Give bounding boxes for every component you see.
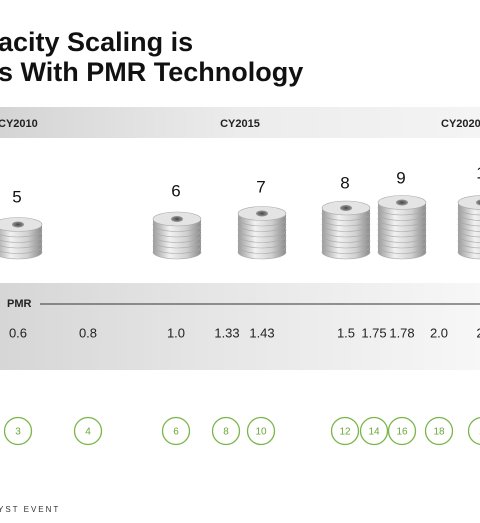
capacity-badge: [73, 416, 103, 446]
capacity-value: 12: [339, 427, 351, 438]
platter-count: 8: [340, 173, 349, 192]
title-line: acity Scaling is: [0, 27, 193, 57]
capacity-badge: [424, 416, 454, 446]
spindle: [171, 216, 183, 222]
pmr-value: 2: [476, 325, 480, 340]
spindle: [256, 210, 268, 217]
pmr-label: PMR: [7, 298, 32, 310]
year-label: CY2010: [0, 118, 38, 130]
platter-top: [457, 195, 480, 210]
capacity-value: 8: [223, 427, 229, 438]
pmr-value: 2.0: [430, 325, 448, 340]
pmr-value: 1.0: [167, 325, 185, 340]
platter-count: 5: [12, 187, 21, 206]
capacity-value: 6: [173, 427, 179, 438]
platter-count: 7: [256, 177, 265, 196]
platter-count: 9: [396, 168, 405, 187]
pmr-value: 0.6: [9, 325, 27, 340]
year-label: CY2020: [441, 118, 480, 130]
pmr-value: 1.43: [249, 325, 274, 340]
footer: YST EVENT: [0, 505, 60, 514]
capacity-badge: [3, 416, 33, 446]
capacity-value: 16: [396, 427, 408, 438]
platter-count: 1: [476, 163, 480, 182]
spindle: [12, 221, 24, 228]
capacity-badge: [161, 416, 191, 446]
spindle: [396, 199, 408, 206]
title-line: s With PMR Technology: [0, 57, 303, 87]
pmr-value: 0.8: [79, 325, 97, 340]
timeline-band: [0, 107, 480, 138]
capacity-badge: [246, 416, 276, 446]
pmr-band: [0, 283, 480, 370]
pmr-value: 1.5: [337, 325, 355, 340]
spindle: [476, 199, 480, 206]
capacity-value: 4: [85, 427, 91, 438]
capacity-badge: [387, 416, 417, 446]
pmr-value: 1.75: [361, 325, 386, 340]
capacity-badge: [330, 416, 360, 446]
capacity-badge: [211, 416, 241, 446]
pmr-value: 1.33: [214, 325, 239, 340]
capacity-value: 10: [255, 427, 267, 438]
platter-count: 6: [171, 181, 180, 200]
capacity-value: 14: [368, 427, 380, 438]
pmr-value: 1.78: [389, 325, 414, 340]
spindle: [340, 205, 352, 211]
capacity-value: 3: [15, 427, 21, 438]
capacity-value: 18: [433, 427, 445, 438]
capacity-badge: [359, 416, 389, 446]
capacity-badge: [467, 416, 480, 446]
year-label: CY2015: [220, 118, 260, 130]
